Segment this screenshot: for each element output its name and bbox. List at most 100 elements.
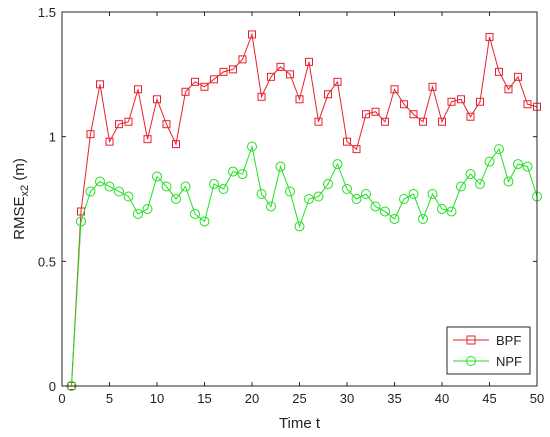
- data-point-npf: [228, 166, 238, 177]
- data-point-npf: [418, 213, 428, 224]
- y-tick-label: 1.5: [38, 5, 56, 20]
- data-point-bpf: [314, 117, 323, 126]
- data-point-npf: [313, 191, 324, 202]
- data-point-npf: [494, 144, 504, 155]
- y-axis-label-main: RMSE: [11, 196, 28, 239]
- data-point-npf: [114, 186, 124, 197]
- data-point-bpf: [305, 57, 313, 66]
- x-tick-label: 40: [435, 391, 449, 406]
- data-point-npf: [389, 213, 400, 224]
- data-point-npf: [342, 184, 352, 195]
- data-point-npf: [408, 189, 419, 200]
- data-point-npf: [247, 141, 257, 152]
- data-point-npf: [446, 206, 457, 217]
- series-line-bpf: [71, 32, 538, 387]
- data-point-bpf: [153, 95, 161, 104]
- data-point-bpf: [181, 87, 190, 96]
- y-tick-label: 0: [49, 379, 56, 394]
- data-point-bpf: [200, 82, 209, 91]
- data-point-npf: [465, 169, 476, 180]
- data-point-bpf: [162, 120, 171, 129]
- legend-box: [446, 326, 531, 375]
- x-tick-label: 35: [387, 391, 401, 406]
- data-point-bpf: [210, 75, 218, 84]
- data-point-npf: [256, 189, 267, 200]
- data-point-bpf: [324, 90, 332, 99]
- data-point-bpf: [267, 72, 275, 81]
- data-point-npf: [199, 216, 210, 227]
- data-point-bpf: [295, 95, 304, 104]
- data-point-bpf: [343, 137, 351, 146]
- x-tick-label: 50: [530, 391, 544, 406]
- legend-label-bpf: BPF: [496, 333, 521, 348]
- x-tick-label: 5: [106, 391, 113, 406]
- y-axis-label: RMSEx2 (m): [11, 158, 31, 240]
- data-point-npf: [152, 171, 162, 182]
- x-tick-label: 45: [482, 391, 496, 406]
- series-bpf: [67, 30, 541, 390]
- data-point-npf: [484, 156, 495, 167]
- data-point-bpf: [229, 65, 237, 74]
- data-point-npf: [237, 169, 248, 180]
- legend-label-npf: NPF: [496, 354, 522, 369]
- legend-marker-bpf: [466, 335, 476, 345]
- data-point-bpf: [333, 77, 342, 86]
- data-point-npf: [180, 181, 191, 192]
- data-point-bpf: [115, 120, 123, 129]
- data-point-npf: [142, 203, 153, 214]
- data-point-bpf: [371, 107, 380, 116]
- legend-marker-npf: [466, 356, 476, 366]
- data-point-npf: [275, 161, 286, 172]
- data-point-bpf: [238, 55, 247, 64]
- data-point-bpf: [248, 30, 256, 39]
- y-axis-ticks: 0 0.5 1 1.5: [38, 5, 537, 394]
- x-tick-label: 25: [292, 391, 306, 406]
- data-point-bpf: [143, 135, 152, 144]
- data-point-bpf: [276, 62, 285, 71]
- data-point-npf: [399, 194, 409, 204]
- data-point-bpf: [428, 82, 437, 91]
- data-point-npf: [427, 189, 438, 200]
- data-point-bpf: [86, 130, 95, 139]
- data-point-bpf: [438, 117, 446, 126]
- data-point-npf: [332, 159, 343, 170]
- data-point-bpf: [219, 67, 228, 76]
- x-axis-label: Time t: [279, 415, 321, 432]
- data-point-bpf: [191, 77, 199, 86]
- x-tick-label: 15: [197, 391, 211, 406]
- data-point-bpf: [495, 67, 503, 76]
- data-point-bpf: [466, 112, 475, 121]
- x-tick-label: 20: [245, 391, 259, 406]
- data-point-npf: [351, 194, 362, 204]
- data-point-bpf: [409, 110, 418, 119]
- data-point-bpf: [352, 145, 361, 154]
- data-point-bpf: [124, 117, 133, 126]
- data-point-bpf: [476, 97, 484, 106]
- x-tick-label: 0: [58, 391, 65, 406]
- data-point-npf: [76, 216, 86, 227]
- data-point-npf: [209, 179, 219, 190]
- data-point-bpf: [105, 137, 114, 146]
- data-point-bpf: [381, 117, 389, 126]
- data-point-npf: [266, 201, 276, 212]
- data-point-npf: [123, 191, 134, 202]
- data-point-npf: [95, 176, 105, 187]
- y-axis-label-subscript: x2: [19, 185, 31, 197]
- data-point-npf: [475, 179, 485, 190]
- data-point-bpf: [134, 85, 142, 94]
- y-tick-label: 1: [49, 130, 56, 145]
- data-point-npf: [190, 208, 200, 219]
- data-point-npf: [370, 201, 381, 212]
- x-axis-ticks: 0 5 10 15 20 25 30 35 40 45 50: [58, 12, 544, 406]
- data-point-npf: [323, 179, 333, 190]
- data-point-bpf: [362, 110, 370, 119]
- data-point-npf: [161, 181, 172, 192]
- data-point-bpf: [286, 70, 294, 79]
- data-point-bpf: [523, 100, 532, 109]
- data-point-npf: [104, 181, 115, 192]
- data-point-npf: [380, 206, 390, 217]
- data-point-bpf: [96, 80, 104, 89]
- y-tick-label: 0.5: [38, 254, 56, 269]
- data-point-npf: [522, 161, 533, 172]
- data-point-npf: [304, 194, 314, 204]
